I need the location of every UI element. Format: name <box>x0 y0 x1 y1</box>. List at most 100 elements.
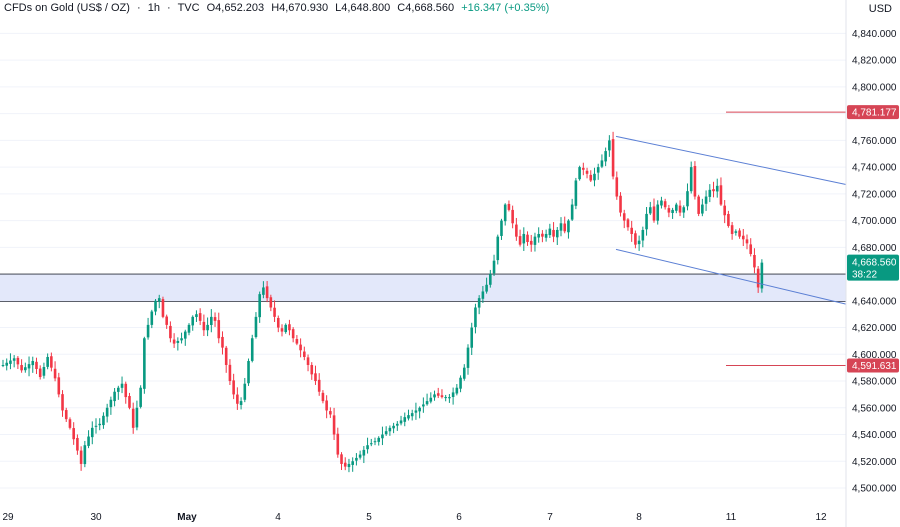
candle-down <box>563 223 567 232</box>
candle-up <box>701 204 704 214</box>
candle-down <box>697 196 700 214</box>
candle-down <box>611 139 615 177</box>
currency-label[interactable]: USD <box>868 3 892 15</box>
symbol-legend: CFDs on Gold (US$ / OZ) · 1h · TVC O4,65… <box>4 2 553 14</box>
data-source: TVC <box>177 2 200 14</box>
candle-down <box>76 437 79 451</box>
candle-up <box>578 167 581 180</box>
candle-up <box>24 367 27 371</box>
candle-down <box>303 351 306 357</box>
time-tick-label: 30 <box>90 512 102 523</box>
candle-up <box>660 200 663 206</box>
candle-down <box>20 365 23 371</box>
candle-down <box>652 206 656 221</box>
low-value: L4,648.800 <box>335 2 391 14</box>
candle-up <box>358 454 362 458</box>
candle-up <box>760 262 764 289</box>
candle-up <box>109 399 113 408</box>
candle-up <box>369 443 373 445</box>
price-tick-label: 4,720.000 <box>852 189 897 200</box>
candle-down <box>515 224 518 237</box>
channel-upper-line[interactable] <box>615 135 847 185</box>
candle-down <box>329 411 332 415</box>
candle-up <box>27 364 31 369</box>
candle-up <box>544 233 548 238</box>
candle-up <box>94 425 98 427</box>
candle-down <box>165 316 168 325</box>
candle-up <box>715 185 719 192</box>
price-tick-label: 4,580.000 <box>852 377 897 388</box>
candle-up <box>362 449 366 456</box>
candle-down <box>273 307 276 317</box>
candle-up <box>608 140 611 151</box>
candle-down <box>529 240 533 245</box>
candle-up <box>492 260 496 274</box>
candle-up <box>243 383 247 400</box>
time-axis[interactable]: 29 30 May 4 5 6 7 8 11 12 <box>2 512 827 523</box>
time-tick-label: 8 <box>636 512 642 523</box>
candle-down <box>269 297 273 308</box>
candle-down <box>723 205 726 216</box>
candle-down <box>310 365 314 375</box>
candle-up <box>120 383 124 388</box>
candle-down <box>440 395 444 398</box>
candle-down <box>332 415 336 435</box>
candle-up <box>143 338 146 389</box>
candle-down <box>582 167 585 170</box>
candle-down <box>589 174 593 181</box>
interval[interactable]: 1h <box>147 2 160 14</box>
candle-down <box>221 336 224 348</box>
candle-up <box>455 387 459 394</box>
candle-up <box>648 207 652 214</box>
price-tick-label: 4,800.000 <box>852 82 897 93</box>
candle-down <box>57 377 61 395</box>
candle-up <box>403 417 407 422</box>
candle-up <box>176 340 180 343</box>
price-tick-label: 4,760.000 <box>852 136 897 147</box>
channel-lower-line[interactable] <box>615 248 847 305</box>
candle-up <box>247 360 250 384</box>
time-tick-label: May <box>177 512 197 523</box>
time-tick-label: 5 <box>366 512 372 523</box>
candle-down <box>265 286 269 299</box>
candle-down <box>232 380 235 395</box>
time-tick-label: 6 <box>456 512 462 523</box>
candle-up <box>381 434 384 439</box>
candle-down <box>291 329 295 339</box>
candle-down <box>124 383 128 398</box>
candle-down <box>630 227 633 234</box>
candle-down <box>619 195 622 213</box>
level-price-label: 4,591.631 <box>852 361 897 372</box>
candle-up <box>347 463 351 468</box>
candle-down <box>738 230 741 237</box>
candle-up <box>444 397 447 399</box>
candle-up <box>418 407 421 412</box>
time-tick-label: 11 <box>726 512 737 523</box>
support-resistance-zone <box>0 274 846 302</box>
candle-down <box>236 394 239 404</box>
candle-up <box>600 160 604 167</box>
symbol-name[interactable]: CFDs on Gold (US$ / OZ) <box>4 2 130 14</box>
price-tick-label: 4,740.000 <box>852 163 897 174</box>
separator: · <box>136 2 141 14</box>
candle-up <box>533 236 537 245</box>
candle-down <box>336 433 340 455</box>
candle-down <box>228 364 232 382</box>
candle-up <box>388 427 392 432</box>
candle-up <box>596 167 600 173</box>
candle-up <box>522 233 526 244</box>
candle-down <box>730 225 734 234</box>
candle-up <box>90 427 94 438</box>
candle-down <box>712 189 715 192</box>
candle-down <box>16 357 20 365</box>
candle-down <box>756 268 760 288</box>
candle-up <box>83 445 87 465</box>
candle-up <box>503 204 507 222</box>
candle-down <box>202 321 206 331</box>
candle-up <box>42 367 46 376</box>
price-tick-label: 4,820.000 <box>852 56 897 67</box>
candle-up <box>262 287 265 295</box>
candle-up <box>187 324 191 333</box>
candle-up <box>637 240 641 245</box>
